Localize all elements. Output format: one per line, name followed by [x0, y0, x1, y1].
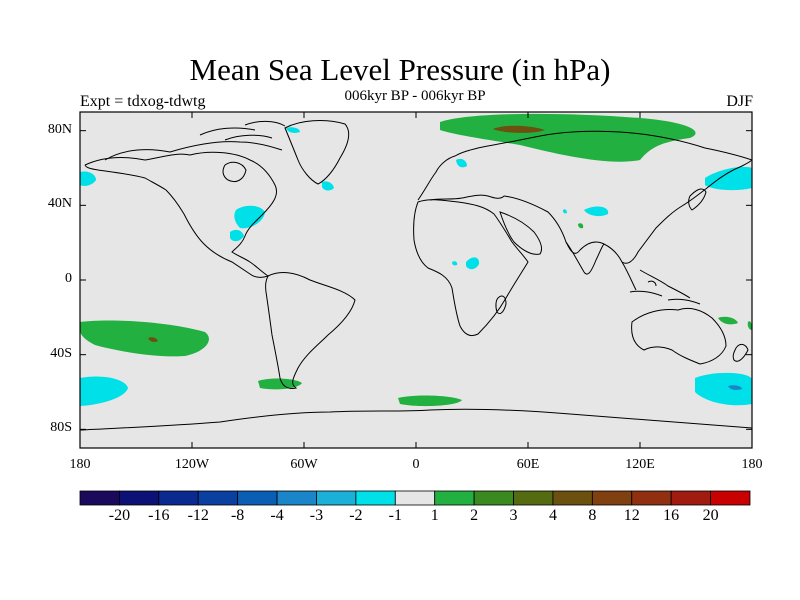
colorbar-swatch-0 [79, 490, 120, 506]
colorbar-swatch-13 [591, 490, 633, 506]
lon-label: 0 [412, 457, 420, 472]
coastline-india [565, 241, 605, 275]
anomaly-negative-arctic [286, 127, 300, 133]
season-label: DJF [726, 93, 753, 110]
coastline-southeast-asia [621, 261, 691, 299]
experiment-label: Expt = tdxog-tdwtg [80, 93, 206, 110]
anomaly-positive-south-pacific [80, 320, 209, 357]
colorbar-label: -12 [187, 507, 209, 524]
coastlines [80, 120, 752, 431]
lat-label: 0 [65, 271, 72, 286]
anomaly-strong-south-pacific [148, 337, 158, 342]
colorbar-swatch-8 [394, 490, 436, 506]
colorbar-label: 3 [509, 507, 518, 524]
anomaly-regions [80, 113, 752, 407]
anomaly-negative-north-atlantic [234, 205, 265, 229]
colorbar-label: -3 [309, 507, 324, 524]
coastline-south-america [265, 272, 356, 389]
anomaly-positive-cape-horn [258, 378, 302, 390]
anomaly-negative-southeast-pacific [80, 376, 128, 406]
anomaly-negative-north-pacific-east [705, 166, 752, 191]
coastline-antarctica [80, 408, 752, 431]
colorbar-swatch-10 [473, 490, 514, 506]
anomaly-positive-tasman-east [747, 321, 752, 330]
anomaly-negative-tibet [584, 206, 609, 217]
anomaly-negative-scandinavia [456, 158, 467, 168]
colorbar-swatch-1 [119, 490, 160, 506]
colorbar-label: 8 [588, 507, 597, 524]
colorbar-label: 4 [548, 507, 557, 524]
colorbar-swatch-9 [434, 490, 475, 506]
coastline-europe [417, 135, 541, 201]
coastline-africa [413, 199, 529, 337]
colorbar-swatch-15 [670, 490, 711, 506]
coastline-greenland [284, 120, 350, 185]
anomaly-negative-central-asia [563, 209, 567, 214]
lon-label: 60W [290, 457, 318, 472]
anomaly-negative-southwest-pacific [695, 372, 752, 406]
anomaly-strong-southwest-pacific [728, 385, 742, 390]
coastline-arabia [499, 211, 543, 255]
anomaly-negative-west-africa [452, 261, 458, 266]
lon-label: 120E [625, 457, 655, 472]
colorbar-swatch-4 [237, 490, 278, 506]
colorbar-label: -4 [270, 507, 284, 524]
colorbar-label: 12 [623, 507, 640, 524]
anomaly-positive-tasman [718, 316, 738, 325]
lat-label: 80S [50, 420, 72, 436]
colorbar-label: 20 [702, 507, 719, 524]
colorbar-swatch-2 [158, 490, 199, 506]
axis-ticks [79, 112, 753, 448]
anomaly-positive-central-asia [578, 223, 584, 229]
colorbar-label: -1 [388, 507, 402, 524]
map-subtitle: 006kyr BP - 006kyr BP [344, 88, 486, 104]
anomaly-negative-central-africa [466, 257, 480, 270]
anomaly-negative-north-pacific-west [80, 171, 96, 186]
anomaly-negative-gulf [230, 229, 244, 242]
anomaly-positive-south-atlantic [398, 395, 462, 407]
colorbar-swatch-7 [355, 490, 396, 506]
colorbar [79, 490, 751, 506]
map-title: Mean Sea Level Pressure (in hPa) [189, 52, 611, 87]
lon-label: 120W [174, 457, 210, 472]
colorbar-label: -16 [148, 507, 170, 524]
coastline-hudson-bay [222, 161, 247, 183]
colorbar-label: 16 [663, 507, 680, 524]
coastline-indonesia [629, 280, 701, 305]
colorbar-label: -8 [230, 507, 245, 524]
colorbar-swatch-11 [513, 490, 554, 506]
coastline-madagascar [495, 295, 507, 315]
lon-label: 180 [69, 457, 91, 472]
colorbar-swatch-5 [276, 490, 317, 506]
colorbar-swatch-12 [552, 490, 593, 506]
coastline-australia [631, 307, 727, 365]
colorbar-swatch-14 [631, 490, 672, 506]
lat-label: 40S [50, 345, 72, 361]
colorbar-swatch-6 [316, 490, 357, 506]
coastline-alaska-north [104, 141, 283, 161]
anomaly-strong-siberia [493, 125, 545, 133]
colorbar-label: 2 [470, 507, 479, 524]
colorbar-swatch-16 [710, 490, 751, 506]
colorbar-label: 1 [430, 507, 439, 524]
lon-label: 60E [516, 457, 540, 472]
anomaly-negative-greenland [322, 181, 334, 191]
coastline-asia [503, 130, 752, 264]
coastline-north-america [84, 151, 277, 278]
lat-label: 80N [47, 121, 72, 137]
map-background [80, 112, 752, 448]
coastline-new-zealand [732, 343, 749, 362]
colorbar-swatch-3 [197, 490, 239, 506]
lat-label: 40N [47, 196, 72, 212]
colorbar-label: -2 [349, 507, 363, 524]
colorbar-label: -20 [108, 507, 131, 524]
coastline-japan [688, 188, 707, 211]
lon-label: 180 [741, 457, 763, 472]
anomaly-positive-siberia [440, 113, 696, 162]
coastline-arctic-islands [199, 120, 286, 141]
